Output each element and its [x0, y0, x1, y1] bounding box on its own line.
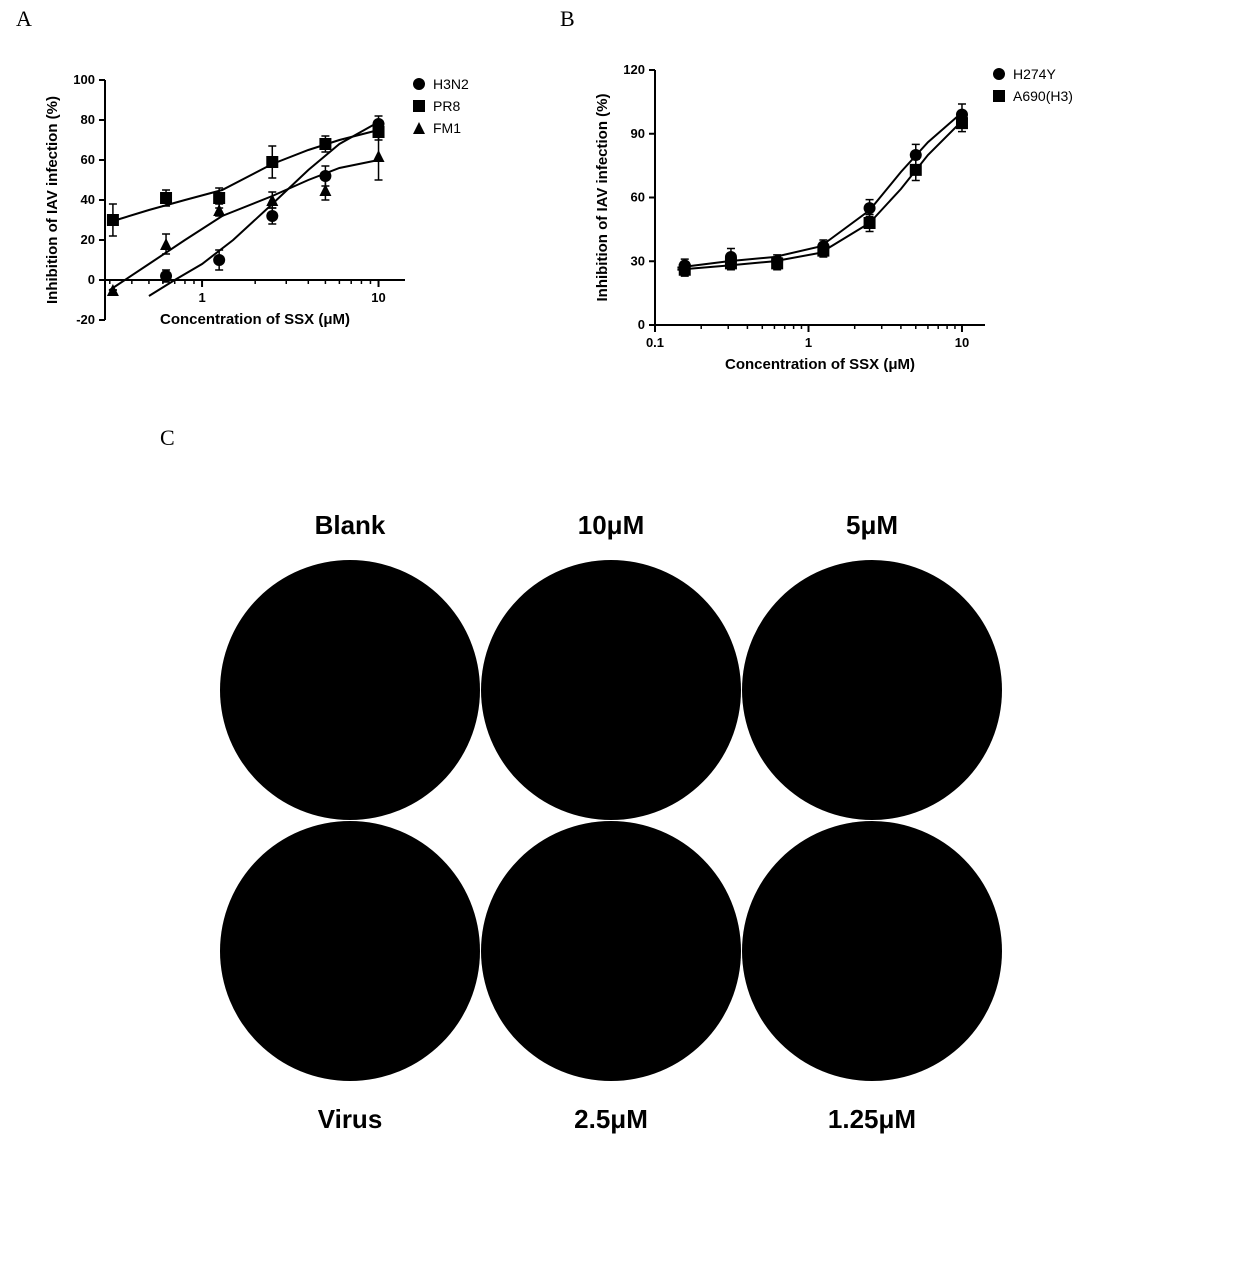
chart-a-svg: -20 0 20 40 60 80 100 1 10 Concentration of SSX (…	[30, 60, 530, 400]
well-label-bottom: 1.25μM	[742, 1104, 1002, 1135]
y-tick-label: 60	[631, 190, 645, 205]
data-point	[725, 257, 737, 269]
data-point	[373, 150, 385, 162]
data-point	[771, 257, 783, 269]
data-point	[213, 254, 225, 266]
well-label-top: Blank	[220, 510, 480, 541]
y-tick-label: 40	[81, 192, 95, 207]
y-tick-label: 90	[631, 126, 645, 141]
legend-marker-icon	[413, 122, 425, 134]
y-tick-label: 120	[623, 62, 645, 77]
panel-b-label: B	[560, 6, 575, 32]
x-tick-label: 10	[371, 290, 385, 305]
well-label-top: 5μM	[742, 510, 1002, 541]
y-axis-label: Inhibition of IAV infection (%)	[44, 96, 61, 304]
data-point	[213, 192, 225, 204]
x-axis-label: Concentration of SSX (μM)	[160, 311, 350, 328]
x-tick-label: 10	[955, 335, 969, 350]
y-tick-label: 20	[81, 232, 95, 247]
x-tick-label: 1	[198, 290, 205, 305]
y-tick-label: 80	[81, 112, 95, 127]
data-point	[160, 238, 172, 250]
y-tick-label: -20	[76, 312, 95, 327]
x-tick-label: 0.1	[646, 335, 664, 350]
chart-b-svg: 0 30 60 90 120 0.1 1 10 Concentration of SSX (μM…	[580, 50, 1120, 400]
data-point	[864, 202, 876, 214]
data-point	[910, 164, 922, 176]
legend-marker-icon	[413, 100, 425, 112]
legend-marker-icon	[413, 78, 425, 90]
legend-marker-icon	[993, 68, 1005, 80]
plate-well	[742, 560, 1002, 820]
data-point	[319, 138, 331, 150]
legend-label: H3N2	[433, 76, 469, 92]
y-tick-label: 0	[88, 272, 95, 287]
chart-a: -20 0 20 40 60 80 100 1 10 Concentration of SSX (…	[30, 60, 530, 400]
data-point	[107, 214, 119, 226]
data-point	[160, 192, 172, 204]
data-point	[319, 184, 331, 196]
data-point	[956, 117, 968, 129]
legend-label: FM1	[433, 120, 461, 136]
data-point	[817, 245, 829, 257]
data-point	[864, 217, 876, 229]
legend-label: PR8	[433, 98, 460, 114]
data-point	[160, 270, 172, 282]
plate-well	[481, 560, 741, 820]
data-point	[679, 264, 691, 276]
panel-a-label: A	[16, 6, 32, 32]
x-axis-label: Concentration of SSX (μM)	[725, 356, 915, 373]
series-curve	[149, 122, 379, 296]
well-label-bottom: 2.5μM	[481, 1104, 741, 1135]
plate-well	[481, 821, 741, 1081]
panel-c-label: C	[160, 425, 175, 451]
plate-well	[742, 821, 1002, 1081]
legend-label: H274Y	[1013, 66, 1056, 82]
well-label-bottom: Virus	[220, 1104, 480, 1135]
well-label-top: 10μM	[481, 510, 741, 541]
legend-marker-icon	[993, 90, 1005, 102]
y-tick-label: 100	[73, 72, 95, 87]
y-axis-label: Inhibition of IAV infection (%)	[594, 93, 611, 301]
figure-page: A B C -20020406080100110Concentration of…	[0, 0, 1240, 1265]
plate-well	[220, 821, 480, 1081]
data-point	[266, 210, 278, 222]
x-tick-label: 1	[805, 335, 812, 350]
chart-b: 0 30 60 90 120 0.1 1 10 Concentration of SSX (μM…	[580, 50, 1120, 400]
y-tick-label: 30	[631, 253, 645, 268]
legend-label: A690(H3)	[1013, 88, 1073, 104]
y-tick-label: 60	[81, 152, 95, 167]
data-point	[213, 204, 225, 216]
data-point	[266, 156, 278, 168]
y-tick-label: 0	[638, 317, 645, 332]
plate-well	[220, 560, 480, 820]
